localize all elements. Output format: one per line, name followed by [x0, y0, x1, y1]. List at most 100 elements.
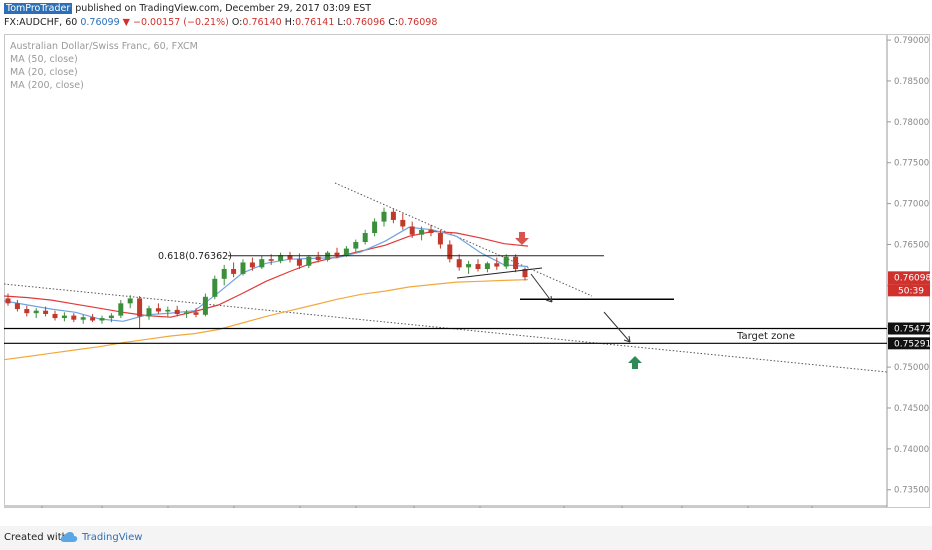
candle-body [315, 256, 321, 261]
candle-body [137, 298, 143, 317]
candle-body [381, 211, 387, 222]
published-text: published on TradingView.com, December 2… [75, 3, 372, 14]
candle-body [503, 256, 509, 267]
price-tick-label: 0.77000 [894, 200, 929, 210]
down-triangle-icon: ▼ [122, 17, 130, 28]
lower-level-badge: 0.75291 [888, 337, 931, 350]
candle-body [118, 303, 124, 316]
current-price-badge: 0.76098 50:39 [888, 271, 931, 296]
sell-arrow-icon [515, 232, 529, 245]
candle-body [325, 252, 331, 261]
author-name[interactable]: TomProTrader [4, 3, 73, 14]
candle-body [108, 315, 114, 319]
candle-body [80, 317, 86, 320]
chart-area[interactable]: Australian Dollar/Swiss Franc, 60, FXCM … [3, 34, 931, 522]
candle-body [278, 255, 284, 261]
candle-body [466, 264, 472, 268]
candle-body [184, 312, 190, 314]
legend-ma200: MA (200, close) [10, 80, 84, 91]
price-tick-label: 0.73500 [894, 486, 929, 496]
close-label: C: [388, 17, 399, 28]
candle-body [268, 259, 274, 261]
candle-body [61, 315, 67, 319]
candle-body [146, 308, 152, 317]
price-tick-label: 0.74500 [894, 404, 929, 414]
descending-trendline[interactable] [334, 182, 593, 297]
projection-arrow-1 [530, 273, 553, 303]
legend-title: Australian Dollar/Swiss Franc, 60, FXCM [10, 41, 198, 52]
last-price: 0.76099 [80, 17, 120, 28]
fib-618-label: 0.618(0.76362) [158, 251, 232, 262]
publish-line: TomProTrader published on TradingView.co… [4, 3, 371, 14]
candle-body [212, 278, 218, 297]
candle-body [202, 296, 208, 315]
candle-body [522, 269, 528, 278]
candle-body [259, 259, 265, 268]
candle-body [5, 298, 11, 304]
price-tick-label: 0.78000 [894, 118, 929, 128]
candle-body [52, 313, 58, 319]
candle-body [353, 242, 359, 249]
price-chart[interactable]: Australian Dollar/Swiss Franc, 60, FXCM … [3, 34, 931, 522]
close-value: 0.76098 [398, 17, 438, 28]
candle-body [155, 308, 161, 312]
candle-body [409, 226, 415, 235]
candle-body [14, 303, 20, 310]
triangle-lower-line[interactable] [456, 267, 543, 279]
high-label: H: [284, 17, 296, 28]
symbol-label: FX:AUDCHF, 60 [4, 17, 78, 28]
low-value: 0.76096 [345, 17, 386, 28]
price-tick-label: 0.75000 [894, 363, 929, 373]
candle-body [494, 263, 500, 267]
tradingview-brand[interactable]: TradingView [82, 532, 143, 543]
price-axis-ticks: 0.79000 0.78500 0.78000 0.77500 0.77000 0.765… [887, 36, 929, 496]
countdown-label: 50:39 [898, 286, 924, 296]
candle-body [334, 252, 340, 256]
candle-body [400, 219, 406, 227]
candle-body [193, 312, 199, 315]
candle-body [231, 269, 237, 274]
price-tick-label: 0.78500 [894, 77, 929, 87]
price-change: −0.00157 (−0.21%) [133, 17, 229, 28]
candle-body [221, 269, 227, 279]
candle-body [372, 221, 378, 234]
projection-arrow-2 [603, 311, 631, 343]
svg-text:0.76098: 0.76098 [894, 273, 930, 283]
ma-line [3, 279, 529, 361]
candlesticks [5, 207, 528, 328]
legend-ma20: MA (20, close) [10, 67, 78, 78]
candle-body [296, 259, 302, 266]
footer-bar: Created with TradingView [0, 526, 932, 550]
candle-body [43, 310, 49, 314]
chart-header: TomProTrader published on TradingView.co… [0, 0, 932, 34]
candle-body [127, 298, 133, 304]
candle-body [343, 248, 349, 256]
candle-body [90, 317, 96, 321]
candle-body [362, 233, 368, 243]
candle-body [428, 229, 434, 234]
candle-body [475, 264, 481, 269]
svg-text:0.75291: 0.75291 [894, 339, 930, 349]
quote-line: FX:AUDCHF, 60 0.76099 ▼ −0.00157 (−0.21%… [4, 17, 437, 28]
candle-body [306, 256, 312, 266]
price-tick-label: 0.76500 [894, 240, 929, 250]
candle-body [165, 309, 171, 312]
candle-body [437, 233, 443, 245]
candle-body [419, 229, 425, 235]
open-label: O: [231, 17, 243, 28]
candle-body [447, 244, 453, 260]
candle-body [249, 262, 255, 268]
price-tick-label: 0.79000 [894, 36, 929, 46]
candle-body [33, 310, 39, 314]
long-trendline[interactable] [3, 283, 888, 373]
cloud-logo-icon [60, 531, 78, 546]
candle-body [484, 263, 490, 269]
svg-text:0.75472: 0.75472 [894, 325, 930, 335]
candle-body [71, 315, 77, 320]
target-zone-label: Target zone [736, 331, 795, 342]
legend-ma50: MA (50, close) [10, 54, 78, 65]
candle-body [287, 255, 293, 260]
price-tick-label: 0.74000 [894, 445, 929, 455]
candle-body [456, 259, 462, 268]
upper-level-badge: 0.75472 [888, 322, 931, 335]
